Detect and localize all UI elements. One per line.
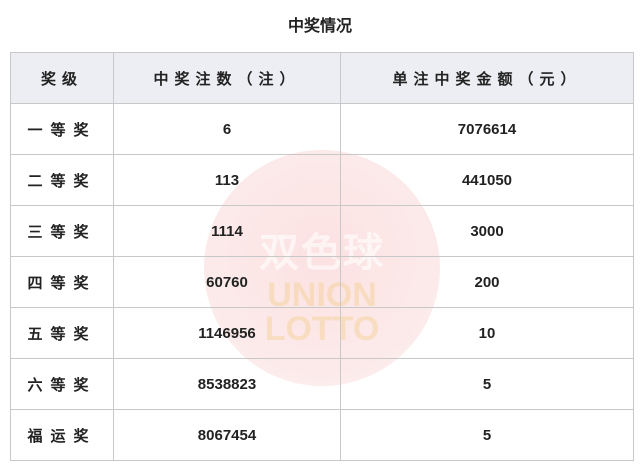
header-level: 奖级 [10,52,114,104]
prize-amount-cell: 7076614 [340,103,634,155]
header-count: 中奖注数（注） [113,52,341,104]
table-row: 三等奖 1114 3000 [10,205,634,257]
prize-level-cell: 福运奖 [10,409,114,461]
winner-count-cell: 1146956 [113,307,341,359]
prize-amount-cell: 441050 [340,154,634,206]
winner-count-cell: 60760 [113,256,341,308]
table-row: 五等奖 1146956 10 [10,307,634,359]
table-header-row: 奖级 中奖注数（注） 单注中奖金额（元） [10,52,634,104]
prize-amount-cell: 5 [340,358,634,410]
table-row: 一等奖 6 7076614 [10,103,634,155]
winner-count-cell: 8067454 [113,409,341,461]
winner-count-cell: 1114 [113,205,341,257]
page-title: 中奖情况 [287,18,352,35]
header-amount: 单注中奖金额（元） [340,52,634,104]
prize-level-cell: 五等奖 [10,307,114,359]
table-row: 六等奖 8538823 5 [10,358,634,410]
prize-level-cell: 三等奖 [10,205,114,257]
prize-amount-cell: 200 [340,256,634,308]
winner-count-cell: 6 [113,103,341,155]
prize-amount-cell: 10 [340,307,634,359]
prize-level-cell: 一等奖 [10,103,114,155]
table-row: 福运奖 8067454 5 [10,409,634,461]
prize-level-cell: 六等奖 [10,358,114,410]
prize-amount-cell: 3000 [340,205,634,257]
table-row: 二等奖 113 441050 [10,154,634,206]
prize-table: 奖级 中奖注数（注） 单注中奖金额（元） 一等奖 6 7076614 二等奖 113 44… [10,52,634,461]
prize-amount-cell: 5 [340,409,634,461]
table-row: 四等奖 60760 200 [10,256,634,308]
prize-level-cell: 二等奖 [10,154,114,206]
prize-level-cell: 四等奖 [10,256,114,308]
winner-count-cell: 113 [113,154,341,206]
winner-count-cell: 8538823 [113,358,341,410]
